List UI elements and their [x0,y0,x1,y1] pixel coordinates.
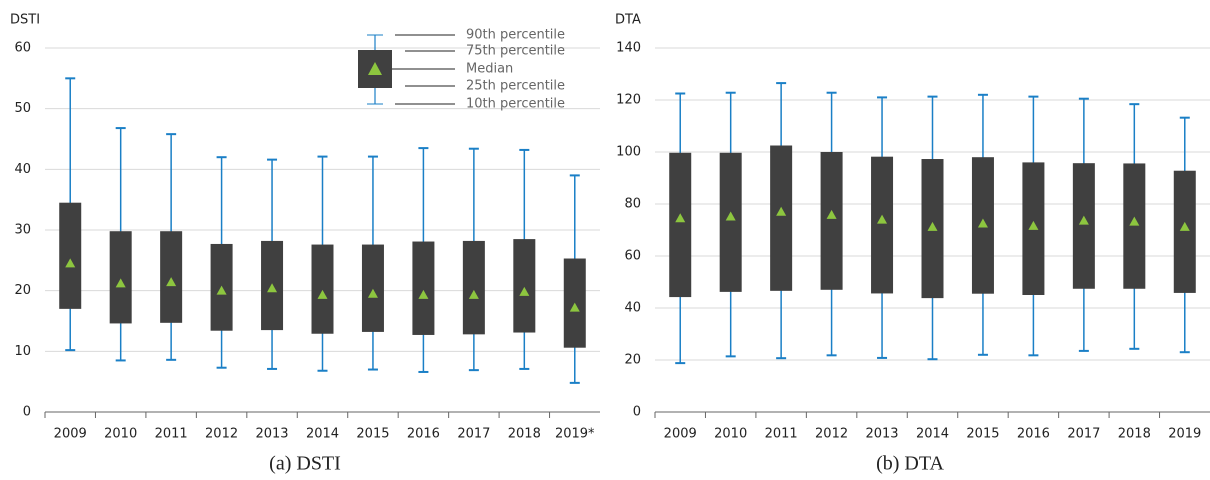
caption: (a) DSTI [269,453,341,475]
y-tick-label: 80 [624,197,641,212]
y-tick-label: 40 [624,301,641,316]
box [719,152,742,292]
y-tick-label: 60 [14,41,31,56]
box [669,152,692,298]
box [1173,170,1196,293]
box [770,145,793,291]
y-tick-label: 20 [624,353,641,368]
box [361,244,384,332]
x-tick-label: 2013 [865,427,898,442]
median-marker [776,206,787,216]
x-tick-label: 2017 [1067,427,1100,442]
legend-label: 25th percentile [466,79,565,94]
x-tick-label: 2019 [1168,427,1201,442]
x-tick-label: 2012 [815,427,848,442]
legend-label: Median [466,62,513,77]
y-tick-label: 60 [624,249,641,264]
median-marker [317,289,328,299]
legend-label: 75th percentile [466,44,565,59]
x-tick-label: 2011 [765,427,798,442]
median-marker [826,209,837,219]
x-tick-label: 2016 [1017,427,1050,442]
x-tick-label: 2012 [205,427,238,442]
box [160,231,183,323]
legend-label: 90th percentile [466,28,565,43]
y-tick-label: 120 [616,93,641,108]
median-marker [1078,215,1089,225]
y-tick-label: 40 [14,162,31,177]
axis-title: DSTI [10,13,40,28]
median-marker [927,221,938,231]
y-tick-label: 100 [616,145,641,160]
x-tick-label: 2010 [714,427,747,442]
median-marker [468,289,479,299]
median-marker [267,283,278,293]
y-tick-label: 0 [23,405,31,420]
box [412,241,435,335]
median-marker [1028,220,1039,230]
median-marker [1129,216,1140,226]
box [1072,163,1095,289]
box [109,231,132,324]
y-tick-label: 20 [14,283,31,298]
x-tick-label: 2013 [255,427,288,442]
median-marker [115,278,126,288]
x-tick-label: 2010 [104,427,137,442]
x-tick-label: 2009 [664,427,697,442]
median-marker [569,302,580,312]
median-marker [877,214,888,224]
y-tick-label: 30 [14,223,31,238]
x-tick-label: 2018 [508,427,541,442]
axis-title: DTA [615,13,641,28]
median-marker [216,285,227,295]
legend-label: 10th percentile [466,97,565,112]
median-marker [367,288,378,298]
x-tick-label: 2015 [356,427,389,442]
x-tick-label: 2016 [407,427,440,442]
median-marker [675,213,686,223]
y-tick-label: 10 [14,344,31,359]
median-marker [1179,221,1190,231]
caption: (b) DTA [876,453,944,475]
box [1123,163,1146,289]
legend-median [368,62,382,75]
median-marker [519,286,530,296]
box [462,240,485,335]
box [820,152,843,290]
x-tick-label: 2015 [966,427,999,442]
x-tick-label: 2014 [306,427,339,442]
median-marker [977,218,988,228]
y-tick-label: 140 [616,41,641,56]
box [311,244,334,334]
median-marker [65,258,76,268]
y-tick-label: 0 [633,405,641,420]
box [59,202,82,309]
x-tick-label: 2017 [457,427,490,442]
box [871,156,894,294]
x-tick-label: 2009 [54,427,87,442]
median-marker [418,289,429,299]
x-tick-label: 2011 [155,427,188,442]
y-tick-label: 50 [14,101,31,116]
x-tick-label: 2014 [916,427,949,442]
x-tick-label: 2019* [555,427,595,442]
x-tick-label: 2018 [1118,427,1151,442]
median-marker [725,211,736,221]
median-marker [166,277,177,287]
box [513,239,536,333]
